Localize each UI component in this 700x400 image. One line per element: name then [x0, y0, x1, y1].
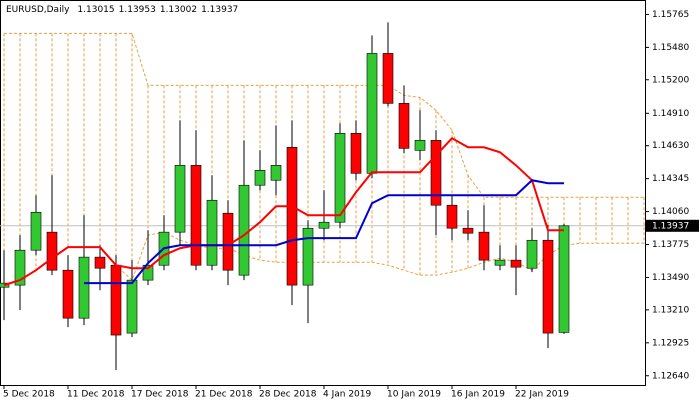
candle-body — [174, 165, 186, 233]
y-tick-label: 1.14345 — [652, 174, 689, 184]
candle-body — [302, 227, 314, 286]
x-tick-label: 22 Jan 2019 — [515, 390, 569, 400]
x-tick-label: 21 Dec 2018 — [195, 390, 253, 400]
candle-body — [94, 256, 106, 269]
candle-body — [14, 249, 26, 286]
y-tick-label: 1.15480 — [652, 43, 689, 53]
header-low: 1.13002 — [160, 5, 197, 15]
candle-body — [398, 103, 410, 149]
candle-body — [430, 140, 442, 206]
candle-body — [334, 133, 346, 223]
candle-body — [30, 211, 42, 251]
indicator-line — [84, 179, 564, 285]
candle-body — [62, 269, 74, 319]
y-tick-label: 1.13210 — [652, 305, 689, 315]
x-tick-label: 17 Dec 2018 — [131, 390, 189, 400]
indicator-line — [3, 137, 564, 287]
candle-body — [350, 133, 362, 174]
y-tick-label: 1.15765 — [652, 10, 689, 20]
candle-body — [446, 204, 458, 229]
candle-body — [286, 146, 298, 286]
candle-body — [526, 239, 538, 269]
candle-body — [382, 53, 394, 104]
candle-body — [478, 231, 490, 261]
price-label: 1.13937 — [652, 221, 689, 231]
candle-body — [254, 170, 266, 186]
y-tick-label: 1.15200 — [652, 75, 689, 85]
x-tick-label: 5 Dec 2018 — [3, 390, 55, 400]
x-tick-label: 4 Jan 2019 — [323, 390, 371, 400]
plot-frame — [0, 0, 646, 386]
symbol: EURUSD,Daily — [6, 5, 70, 15]
y-tick-label: 1.14910 — [652, 109, 689, 119]
y-tick-label: 1.14630 — [652, 141, 689, 151]
candle-body — [238, 184, 250, 276]
candle-body — [462, 227, 474, 234]
y-tick-label: 1.12925 — [652, 338, 689, 348]
candle-body — [78, 256, 90, 319]
candle-body — [142, 264, 154, 281]
y-tick-label: 1.13775 — [652, 240, 689, 250]
candle-body — [190, 165, 202, 266]
candle-body — [46, 231, 58, 271]
y-tick-label: 1.12640 — [652, 371, 689, 381]
y-tick-label: 1.13490 — [652, 273, 689, 283]
candle-body — [558, 225, 570, 333]
price-label-box — [646, 219, 699, 232]
candle-body — [206, 199, 218, 266]
candle-body — [126, 279, 138, 334]
candle-body — [318, 221, 330, 229]
candle-body — [110, 264, 122, 336]
candle-body — [494, 259, 506, 266]
x-tick-label: 10 Jan 2019 — [387, 390, 441, 400]
candle-body — [542, 239, 554, 334]
x-tick-label: 28 Dec 2018 — [259, 390, 317, 400]
x-tick-label: 11 Dec 2018 — [67, 390, 125, 400]
y-tick-label: 1.14060 — [652, 207, 689, 217]
candle-body — [510, 259, 522, 268]
candle-body — [270, 165, 282, 181]
x-tick-label: 16 Jan 2019 — [451, 390, 505, 400]
candle-body — [414, 140, 426, 151]
chart-header: EURUSD,Daily 1.13015 1.13953 1.13002 1.13937 — [6, 5, 238, 15]
candle-body — [222, 212, 234, 271]
header-high: 1.13953 — [119, 5, 156, 15]
header-open: 1.13015 — [77, 5, 114, 15]
candle-body — [366, 53, 378, 174]
cloud-edge — [3, 231, 644, 286]
header-close: 1.13937 — [201, 5, 238, 15]
